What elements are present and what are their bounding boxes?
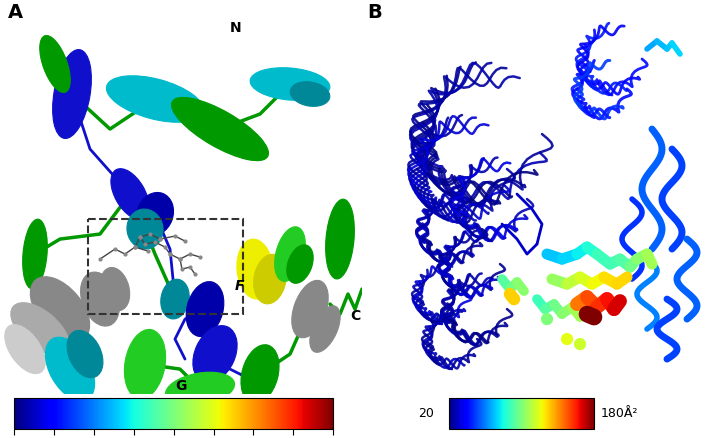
Ellipse shape xyxy=(290,82,330,107)
Point xyxy=(129,244,140,251)
Point xyxy=(149,239,161,246)
Point xyxy=(164,251,176,258)
Point xyxy=(119,251,131,258)
Point xyxy=(561,336,573,343)
Text: F: F xyxy=(235,279,245,293)
Bar xyxy=(88,219,243,314)
Point xyxy=(174,256,186,263)
Ellipse shape xyxy=(274,227,306,282)
Ellipse shape xyxy=(101,268,130,311)
Ellipse shape xyxy=(137,193,174,236)
Ellipse shape xyxy=(326,200,354,279)
Ellipse shape xyxy=(253,255,287,304)
Ellipse shape xyxy=(67,331,103,378)
Point xyxy=(154,236,166,243)
Ellipse shape xyxy=(127,210,163,249)
Ellipse shape xyxy=(46,337,95,401)
Point xyxy=(176,266,188,273)
Ellipse shape xyxy=(125,330,166,399)
Point xyxy=(164,251,176,258)
Ellipse shape xyxy=(40,36,70,93)
Ellipse shape xyxy=(241,345,279,403)
Text: B: B xyxy=(367,3,382,22)
Ellipse shape xyxy=(80,272,119,326)
Point xyxy=(159,244,171,251)
Ellipse shape xyxy=(22,220,47,289)
Point xyxy=(189,271,201,278)
Text: N: N xyxy=(230,21,242,35)
Point xyxy=(144,231,156,238)
Text: 20: 20 xyxy=(418,406,434,420)
Point xyxy=(129,244,140,251)
Text: G: G xyxy=(175,378,186,392)
Ellipse shape xyxy=(310,306,340,353)
Point xyxy=(574,341,586,348)
Point xyxy=(134,234,146,241)
Point xyxy=(134,234,146,241)
Ellipse shape xyxy=(250,68,330,101)
Ellipse shape xyxy=(53,50,91,139)
Point xyxy=(94,256,106,263)
Point xyxy=(174,256,186,263)
Ellipse shape xyxy=(186,282,224,337)
Text: 180Å²: 180Å² xyxy=(601,406,639,420)
Ellipse shape xyxy=(106,77,203,123)
Point xyxy=(542,316,553,323)
Ellipse shape xyxy=(5,325,45,374)
Point xyxy=(169,233,181,240)
Point xyxy=(109,246,121,253)
Ellipse shape xyxy=(292,281,328,338)
Ellipse shape xyxy=(30,277,90,342)
Ellipse shape xyxy=(193,326,237,383)
Ellipse shape xyxy=(11,303,70,356)
Ellipse shape xyxy=(287,245,313,284)
Point xyxy=(180,238,191,245)
Ellipse shape xyxy=(165,372,235,406)
Ellipse shape xyxy=(111,169,149,220)
Point xyxy=(184,251,195,258)
Ellipse shape xyxy=(237,240,273,299)
Text: C: C xyxy=(350,308,361,322)
Point xyxy=(139,241,151,248)
Point xyxy=(154,236,166,243)
Ellipse shape xyxy=(172,98,269,161)
Ellipse shape xyxy=(161,279,189,319)
Point xyxy=(142,248,153,255)
Point xyxy=(194,254,206,261)
Point xyxy=(184,264,195,271)
Text: A: A xyxy=(8,3,23,22)
